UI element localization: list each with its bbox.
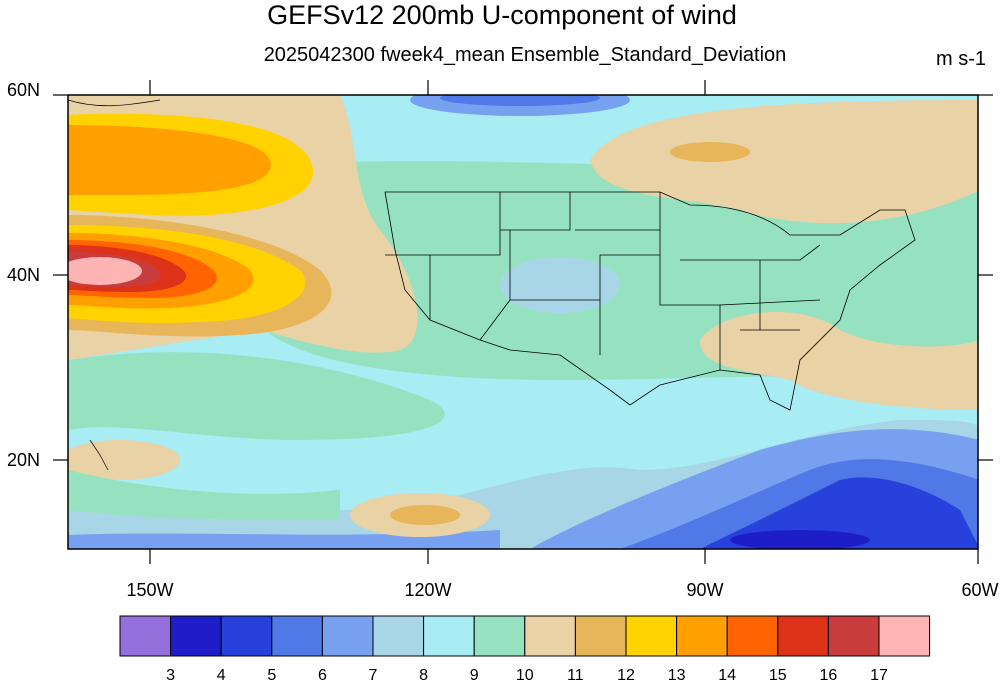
colorbar-level-label: 16 [820,667,838,683]
lon-label-120w: 120W [404,580,452,600]
colorbar-swatch [878,615,931,657]
colorbar-swatch [777,615,829,657]
chart-subtitle: 2025042300 fweek4_mean Ensemble_Standard… [263,44,787,66]
colorbar-level-label: 10 [516,667,534,683]
colorbar-level-label: 6 [318,667,327,683]
colorbar-swatch [473,615,526,657]
colorbar-level-label: 12 [617,667,635,683]
coastlines [68,99,161,471]
lat-label-60n: 60N [6,80,40,100]
colorbar-swatch [170,615,222,657]
colorbar-swatch [321,615,374,657]
colorbar-swatch [271,615,323,657]
axis-ticks [53,80,993,564]
colorbar-level-label: 17 [870,667,888,683]
colorbar-swatch [827,615,880,657]
colorbar-level-label: 8 [419,667,428,683]
lat-label-20n: 20N [6,450,40,470]
colorbar-swatch [726,615,779,657]
colorbar-swatch [524,615,576,657]
colorbar-level-label: 9 [470,667,479,683]
map-frame [67,94,979,550]
colorbar-level-label: 11 [567,667,584,683]
colorbar-swatch [119,615,172,657]
colorbar-level-label: 14 [718,667,736,683]
colorbar-level-label: 15 [769,667,787,683]
colorbar-level-label: 13 [668,667,686,683]
wind-sd-field [68,95,978,549]
colorbar-swatch [372,615,425,657]
colorbar-swatch [220,615,273,657]
colorbar-level-label: 5 [267,667,276,683]
colorbar-level-label: 4 [217,667,226,683]
lat-label-40n: 40N [6,265,40,285]
chart-title: GEFSv12 200mb U-component of wind [267,0,737,30]
lon-label-150w: 150W [126,580,174,600]
colorbar-level-label: 7 [369,667,378,683]
country-borders [384,191,916,411]
colorbar-level-label: 3 [166,667,175,683]
lon-label-60w: 60W [961,580,999,600]
lon-label-90w: 90W [686,580,724,600]
colorbar-swatch [676,615,728,657]
colorbar-swatch [574,615,627,657]
colorbar-swatch [423,615,475,657]
units-label: m s-1 [936,48,986,70]
colorbar-swatch [625,615,678,657]
